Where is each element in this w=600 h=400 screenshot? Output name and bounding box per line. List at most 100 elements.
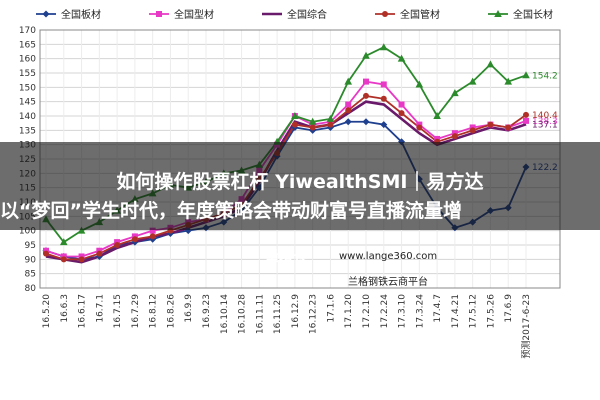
y-tick-label: 145 [19,98,36,108]
data-point [504,77,513,85]
y-tick-label: 90 [25,255,37,265]
y-tick-label: 160 [19,55,36,65]
data-point [397,54,406,62]
data-point [469,127,476,134]
caption-line-3: 量增长 [265,249,307,265]
x-tick-label: 16.7.15 [113,294,123,328]
legend-label-4: 全国管材 [400,8,440,21]
data-point [345,107,352,114]
x-tick-label: 16.6.17 [78,294,88,328]
y-tick-label: 165 [19,40,36,50]
data-point [149,233,156,240]
x-tick-label: 17.6.9 [504,294,514,323]
x-tick-label: 16.7.29 [131,294,141,329]
series-line-4 [45,94,527,261]
legend: 全国板材 全国型材 全国综合 全国管材 全国长材 [36,8,553,21]
data-point [522,71,530,79]
y-tick-label: 155 [19,69,36,79]
data-point [398,110,405,117]
data-point [131,236,138,243]
data-point [523,111,529,118]
data-point [309,124,316,131]
end-value-label: 154.2 [532,71,558,81]
x-tick-label: 17.1.6 [326,294,336,323]
end-value-label: 138.3 [532,117,558,127]
data-point [43,250,49,257]
x-tick-label: 17.2.24 [380,294,390,329]
data-point [149,227,156,234]
data-point [78,256,85,263]
data-point [523,117,529,124]
watermark-name: 兰格钢铁云商平台 [348,277,428,288]
y-tick-label: 140 [19,112,36,122]
x-tick-label: 16.11.25 [273,294,283,334]
x-tick-label: 17.3.10 [398,294,408,329]
end-value-label: 137.1 [532,120,558,130]
data-point [382,11,388,17]
x-tick-label: 16.6.3 [60,294,70,323]
x-tick-label: 17.4.7 [433,294,443,323]
x-tick-label: 17.4.21 [451,294,461,328]
legend-label-5: 全国长材 [513,8,553,21]
legend-label-2: 全国型材 [174,8,214,21]
legend-label-3: 全国综合 [287,8,327,21]
data-point [114,242,121,248]
data-point [451,133,458,140]
y-tick-label: 80 [25,284,37,294]
end-value-label: 140.4 [532,111,558,121]
x-tick-label: 17.2.10 [362,294,372,329]
caption-line-1: 如何操作股票杠杆 YiwealthSMI｜易方达 [116,171,484,193]
x-tick-label: 16.10.14 [220,294,230,334]
x-tick-label: 17.5.26 [486,294,496,329]
data-point [468,77,477,85]
data-point [379,43,388,51]
caption-overlay-band [0,142,600,230]
x-tick-label: 16.7.1 [95,294,105,323]
y-tick-label: 170 [19,26,36,36]
x-tick-label: 16.9.23 [202,294,212,328]
x-axis-ticks: 16.5.20 16.6.3 16.6.17 16.7.1 16.7.15 16.7.29… [42,294,532,359]
data-point [487,121,494,128]
data-point [326,114,335,122]
data-point [345,101,352,108]
data-point [327,121,334,128]
y-tick-label: 85 [25,270,36,280]
data-point [344,118,352,126]
legend-label-1: 全国板材 [61,8,101,21]
y-tick-label: 135 [19,126,36,136]
data-point [398,101,405,108]
data-point [96,250,103,257]
data-point [416,124,423,131]
data-point [380,95,387,102]
data-point [308,117,317,125]
x-tick-label: 预测2017-6-23 [521,294,532,359]
data-point [156,11,162,17]
x-tick-label: 16.8.26 [166,294,176,329]
data-point [415,80,424,88]
data-point [59,238,68,246]
data-point [433,112,441,119]
x-tick-label: 16.10.28 [238,294,248,334]
x-tick-label: 16.9.9 [184,294,194,323]
data-point [380,121,388,129]
x-tick-label: 17.5.12 [469,294,479,328]
data-point [362,118,370,126]
data-point [291,121,298,128]
data-point [362,51,370,59]
data-point [363,92,369,99]
x-tick-label: 16.12.9 [291,294,301,329]
watermark-url: www.lange360.com [339,251,438,262]
x-tick-label: 16.12.23 [309,294,319,334]
data-point [451,89,459,97]
data-point [77,226,86,234]
y-tick-label: 150 [19,83,36,93]
series-line-3 [45,100,527,264]
x-tick-label: 17.3.24 [415,294,425,329]
x-tick-label: 17.1.20 [344,294,354,329]
data-point [363,78,369,85]
x-tick-label: 16.8.12 [149,294,159,328]
data-point [494,10,502,17]
data-point [60,256,67,263]
y-tick-label: 95 [25,241,36,251]
